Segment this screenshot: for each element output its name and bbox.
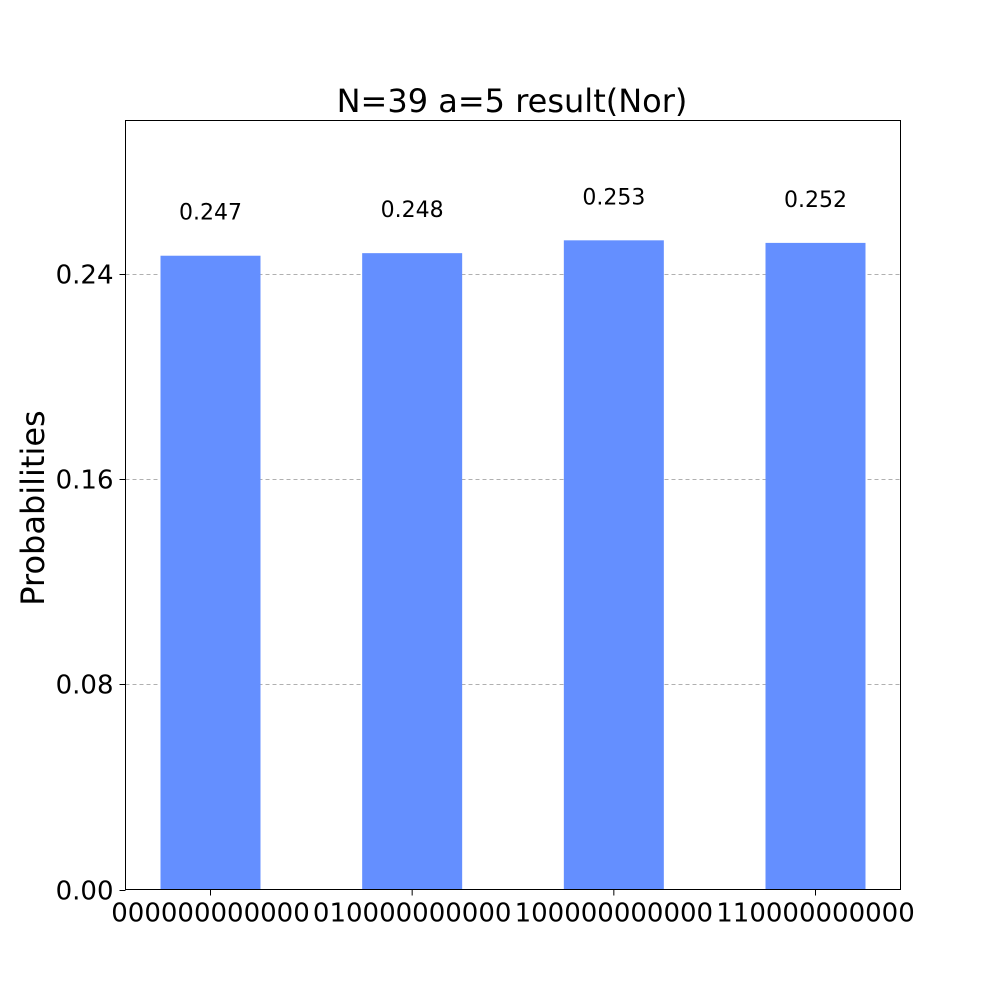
x-tick-label: 100000000000 <box>515 899 714 929</box>
bar <box>362 253 463 890</box>
x-tick-label: 000000000000 <box>111 899 310 929</box>
bar-value-label: 0.253 <box>582 185 645 210</box>
bars <box>160 240 866 890</box>
x-tick-label: 110000000000 <box>716 899 915 929</box>
plot-frame <box>125 120 901 890</box>
y-axis-label: Probabilities <box>14 410 52 605</box>
x-tick-label: 010000000000 <box>313 899 512 929</box>
bar <box>765 242 866 890</box>
x-axis-ticks: 000000000000 010000000000 100000000000 1100… <box>111 889 915 929</box>
y-tick-label: 0.08 <box>56 671 114 701</box>
bar-value-label: 0.252 <box>784 188 847 213</box>
y-tick-label: 0.24 <box>56 261 114 291</box>
y-tick-label: 0.00 <box>56 877 114 907</box>
bar-value-label: 0.248 <box>381 198 444 223</box>
y-axis-ticks: 0.00 0.08 0.16 0.24 <box>56 261 126 907</box>
bar <box>160 255 261 890</box>
bar <box>563 240 664 890</box>
y-tick-label: 0.16 <box>56 466 114 496</box>
bar-value-label: 0.247 <box>179 201 242 226</box>
chart-title: N=39 a=5 result(Nor) <box>337 82 688 120</box>
value-labels: 0.247 0.248 0.253 0.252 <box>179 185 847 225</box>
